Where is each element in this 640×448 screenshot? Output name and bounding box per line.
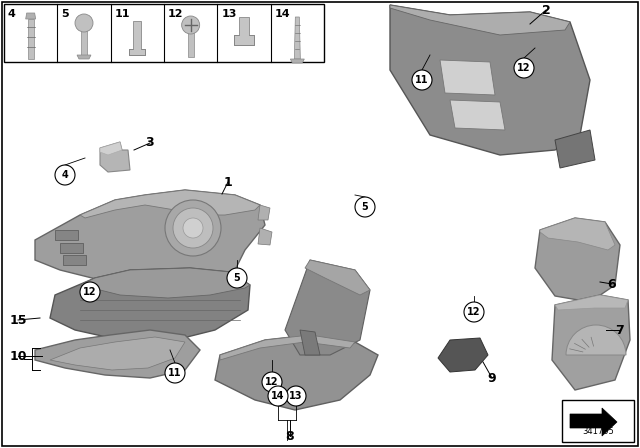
Text: 341705: 341705 (582, 427, 614, 436)
Text: 3: 3 (146, 137, 154, 150)
Circle shape (464, 302, 484, 322)
Text: 12: 12 (467, 307, 481, 317)
Text: 13: 13 (289, 391, 303, 401)
Text: 10: 10 (9, 349, 27, 362)
Text: 15: 15 (9, 314, 27, 327)
Text: 12: 12 (265, 377, 279, 387)
Text: 6: 6 (608, 277, 616, 290)
Text: 4: 4 (8, 9, 16, 19)
Text: 5: 5 (234, 273, 241, 283)
Text: 14: 14 (271, 391, 285, 401)
Text: 12: 12 (517, 63, 531, 73)
Polygon shape (570, 408, 617, 436)
Polygon shape (35, 190, 265, 290)
Polygon shape (294, 17, 300, 59)
Polygon shape (100, 142, 122, 155)
Polygon shape (555, 130, 595, 168)
FancyBboxPatch shape (4, 4, 324, 62)
Text: 4: 4 (61, 170, 68, 180)
Circle shape (412, 70, 432, 90)
Circle shape (183, 218, 203, 238)
Circle shape (227, 268, 247, 288)
Text: 14: 14 (275, 9, 291, 19)
Circle shape (182, 16, 200, 34)
Circle shape (173, 208, 213, 248)
Circle shape (262, 372, 282, 392)
Polygon shape (220, 335, 355, 360)
Polygon shape (234, 35, 254, 45)
Circle shape (514, 58, 534, 78)
Text: 1: 1 (223, 176, 232, 189)
Polygon shape (77, 55, 91, 59)
Polygon shape (80, 268, 250, 298)
Circle shape (55, 165, 75, 185)
Polygon shape (234, 17, 254, 45)
Polygon shape (81, 27, 87, 55)
Polygon shape (215, 335, 378, 410)
Circle shape (165, 200, 221, 256)
Polygon shape (35, 330, 200, 378)
Text: 12: 12 (168, 9, 184, 19)
Polygon shape (540, 218, 615, 250)
Text: 9: 9 (488, 371, 496, 384)
Polygon shape (440, 60, 495, 95)
Text: 8: 8 (285, 430, 294, 443)
Text: 11: 11 (115, 9, 130, 19)
Circle shape (355, 197, 375, 217)
Polygon shape (50, 268, 250, 340)
Polygon shape (285, 260, 370, 355)
Polygon shape (28, 19, 34, 59)
Polygon shape (80, 190, 260, 218)
FancyBboxPatch shape (562, 400, 634, 442)
Circle shape (80, 282, 100, 302)
Text: 5: 5 (362, 202, 369, 212)
Text: 5: 5 (61, 9, 69, 19)
Polygon shape (390, 5, 570, 35)
Text: 12: 12 (83, 287, 97, 297)
Polygon shape (300, 330, 320, 355)
Polygon shape (258, 228, 272, 245)
Polygon shape (60, 243, 83, 253)
Polygon shape (305, 260, 370, 295)
Circle shape (268, 386, 288, 406)
Circle shape (75, 14, 93, 32)
Text: 2: 2 (541, 4, 550, 17)
Text: 11: 11 (415, 75, 429, 85)
Wedge shape (566, 325, 626, 355)
Polygon shape (552, 295, 630, 390)
Polygon shape (450, 100, 505, 130)
Text: 13: 13 (221, 9, 237, 19)
Text: 7: 7 (616, 323, 625, 336)
Polygon shape (50, 337, 185, 370)
Polygon shape (63, 255, 86, 265)
Polygon shape (555, 295, 628, 310)
Circle shape (286, 386, 306, 406)
Polygon shape (26, 13, 36, 19)
Polygon shape (55, 230, 78, 240)
Polygon shape (100, 142, 130, 172)
Polygon shape (129, 49, 145, 55)
Polygon shape (291, 59, 305, 63)
Polygon shape (129, 21, 145, 55)
Circle shape (165, 363, 185, 383)
Polygon shape (535, 218, 620, 302)
Polygon shape (390, 5, 590, 155)
Polygon shape (188, 32, 194, 57)
Text: 11: 11 (168, 368, 182, 378)
Polygon shape (258, 205, 270, 220)
Polygon shape (438, 338, 488, 372)
